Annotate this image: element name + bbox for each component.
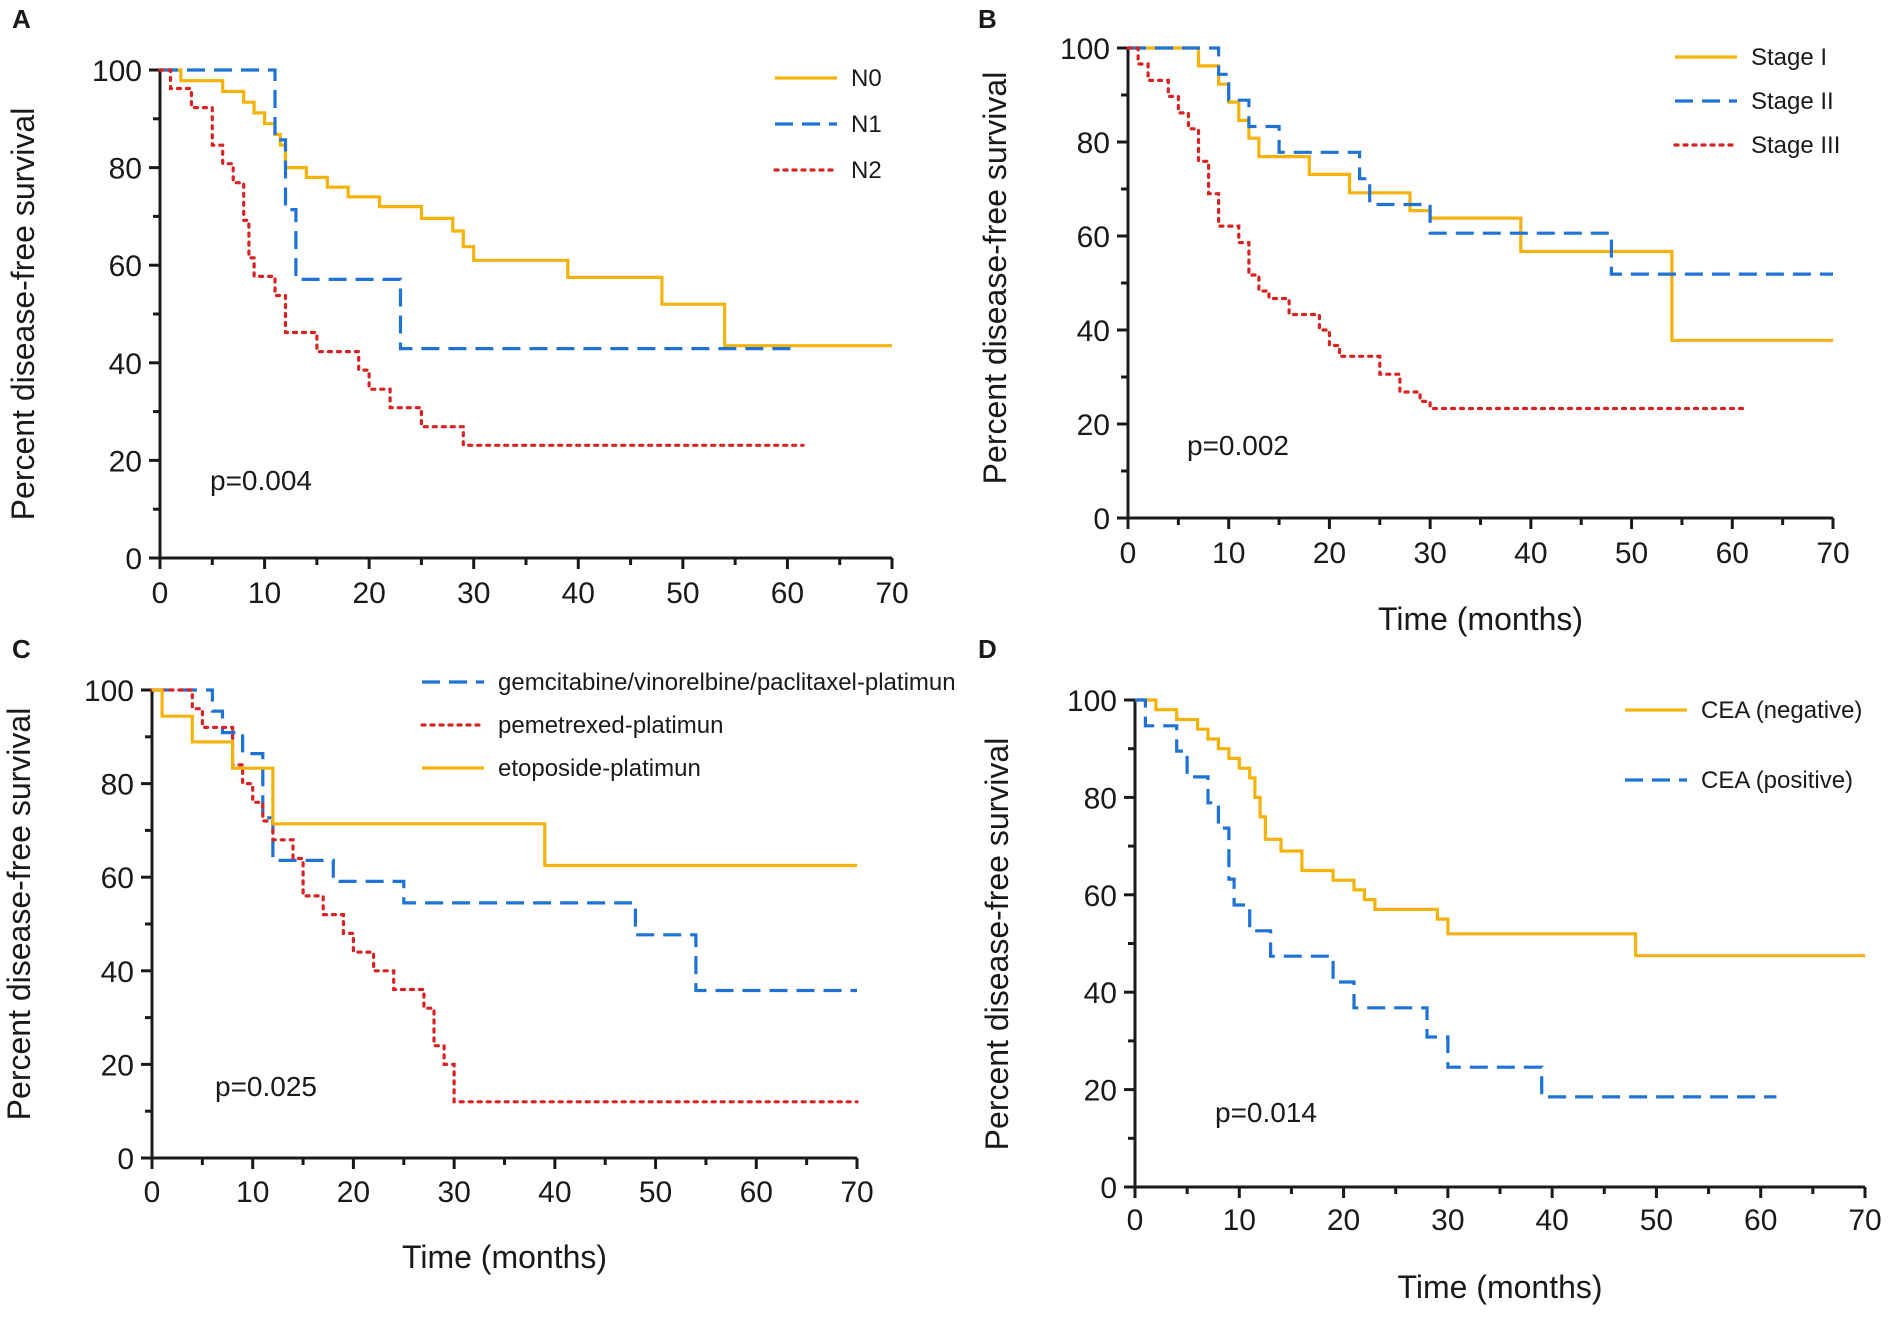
p-value-annotation: p=0.025 <box>215 1071 317 1102</box>
y-tick-label: 80 <box>1084 782 1117 815</box>
survival-curve-cea-positive <box>1135 698 1777 1099</box>
p-value-annotation: p=0.002 <box>1187 430 1289 461</box>
legend-label: CEA (negative) <box>1701 697 1862 724</box>
y-tick-label: 80 <box>1077 127 1110 160</box>
survival-curve-pemetrexed-platimun <box>150 688 859 1104</box>
x-tick-label: 50 <box>1615 537 1648 570</box>
y-tick-label: 0 <box>117 1143 134 1176</box>
x-axis-title: Time (months) <box>1397 1269 1602 1305</box>
x-tick-label: 0 <box>1120 537 1137 570</box>
legend-label: Stage III <box>1751 132 1840 159</box>
x-tick-label: 30 <box>1431 1204 1464 1237</box>
y-axis-title: Percent disease-free survival <box>979 738 1015 1151</box>
y-tick-label: 20 <box>1077 409 1110 442</box>
survival-curve-cea-negative <box>1135 698 1865 958</box>
x-tick-label: 10 <box>236 1176 269 1209</box>
legend-label: CEA (positive) <box>1701 767 1853 794</box>
y-tick-label: 0 <box>125 543 142 576</box>
x-tick-label: 40 <box>562 577 595 610</box>
x-tick-label: 20 <box>1313 537 1346 570</box>
panel-letter-d: D <box>978 634 997 664</box>
panel-d: D 0 20 40 60 80 100 0 10 20 30 40 50 60 70 Percent dise… <box>978 634 1882 1305</box>
survival-curve-n2 <box>158 68 805 447</box>
y-tick-label: 40 <box>1077 315 1110 348</box>
x-tick-label: 30 <box>457 577 490 610</box>
x-tick-label: 70 <box>840 1176 873 1209</box>
y-tick-label: 60 <box>101 862 134 895</box>
y-tick-label: 80 <box>109 153 142 186</box>
x-tick-label: 50 <box>1640 1204 1673 1237</box>
survival-curve-n1 <box>160 68 798 351</box>
survival-curve-stage-i <box>1128 46 1833 342</box>
survival-curve-n0 <box>160 68 892 348</box>
x-tick-label: 10 <box>248 577 281 610</box>
x-tick-label: 0 <box>1127 1204 1144 1237</box>
legend-label: etoposide-platimun <box>498 755 701 782</box>
x-tick-label: 70 <box>1848 1204 1881 1237</box>
y-axis-title: Percent disease-free survival <box>5 108 41 521</box>
y-tick-label: 20 <box>101 1049 134 1082</box>
x-tick-label: 30 <box>437 1176 470 1209</box>
y-tick-label: 100 <box>1067 685 1117 718</box>
x-tick-label: 0 <box>152 577 169 610</box>
panel-letter-c: C <box>12 634 31 664</box>
x-tick-label: 10 <box>1223 1204 1256 1237</box>
y-tick-label: 40 <box>1084 977 1117 1010</box>
panel-b: B 0 20 40 60 80 100 0 10 20 30 40 50 60 70 Percent dise… <box>977 4 1850 637</box>
legend-label: N2 <box>851 157 882 184</box>
y-tick-label: 80 <box>101 769 134 802</box>
y-tick-label: 60 <box>1077 221 1110 254</box>
x-tick-label: 10 <box>1212 537 1245 570</box>
survival-curve-stage-iii <box>1126 46 1749 411</box>
panel-letter-a: A <box>12 4 31 34</box>
y-tick-label: 60 <box>1084 880 1117 913</box>
x-tick-label: 60 <box>771 577 804 610</box>
y-tick-label: 0 <box>1100 1172 1117 1205</box>
panel-a: A 0 20 40 60 80 100 0 10 20 30 40 50 60 70 Percent dise… <box>5 4 909 610</box>
legend-label: Stage II <box>1751 88 1834 115</box>
survival-curve-etoposide-platimun <box>152 688 857 868</box>
y-tick-label: 100 <box>84 675 134 708</box>
survival-curve-stage-ii <box>1128 46 1833 276</box>
p-value-annotation: p=0.004 <box>210 465 312 496</box>
y-tick-label: 100 <box>92 55 142 88</box>
panel-letter-b: B <box>978 4 997 34</box>
x-tick-label: 20 <box>352 577 385 610</box>
x-axis-title: Time (months) <box>1378 601 1583 637</box>
x-tick-label: 0 <box>144 1176 161 1209</box>
x-tick-label: 40 <box>1514 537 1547 570</box>
legend-label: N0 <box>851 65 882 92</box>
x-tick-label: 60 <box>1744 1204 1777 1237</box>
y-tick-label: 20 <box>1084 1075 1117 1108</box>
y-tick-label: 40 <box>101 956 134 989</box>
x-tick-label: 20 <box>337 1176 370 1209</box>
y-axis-title: Percent disease-free survival <box>977 72 1013 485</box>
x-tick-label: 70 <box>875 577 908 610</box>
legend-label: Stage I <box>1751 44 1827 71</box>
x-axis-title: Time (months) <box>402 1239 607 1275</box>
legend-label: pemetrexed-platimun <box>498 712 723 739</box>
panel-c: C 0 20 40 60 80 100 0 10 20 30 40 50 60 70 Percent dise… <box>1 634 956 1275</box>
x-tick-label: 20 <box>1327 1204 1360 1237</box>
y-tick-label: 60 <box>109 250 142 283</box>
y-tick-label: 0 <box>1093 503 1110 536</box>
x-tick-label: 60 <box>1716 537 1749 570</box>
x-tick-label: 50 <box>666 577 699 610</box>
y-tick-label: 20 <box>109 445 142 478</box>
y-axis-title: Percent disease-free survival <box>1 708 37 1121</box>
x-tick-label: 50 <box>639 1176 672 1209</box>
x-tick-label: 40 <box>538 1176 571 1209</box>
x-tick-label: 60 <box>740 1176 773 1209</box>
y-tick-label: 100 <box>1060 33 1110 66</box>
x-tick-label: 70 <box>1816 537 1849 570</box>
y-tick-label: 40 <box>109 348 142 381</box>
x-tick-label: 40 <box>1535 1204 1568 1237</box>
legend-label: N1 <box>851 111 882 138</box>
x-tick-label: 30 <box>1413 537 1446 570</box>
p-value-annotation: p=0.014 <box>1215 1097 1317 1128</box>
legend-label: gemcitabine/vinorelbine/paclitaxel-plati… <box>498 669 956 696</box>
